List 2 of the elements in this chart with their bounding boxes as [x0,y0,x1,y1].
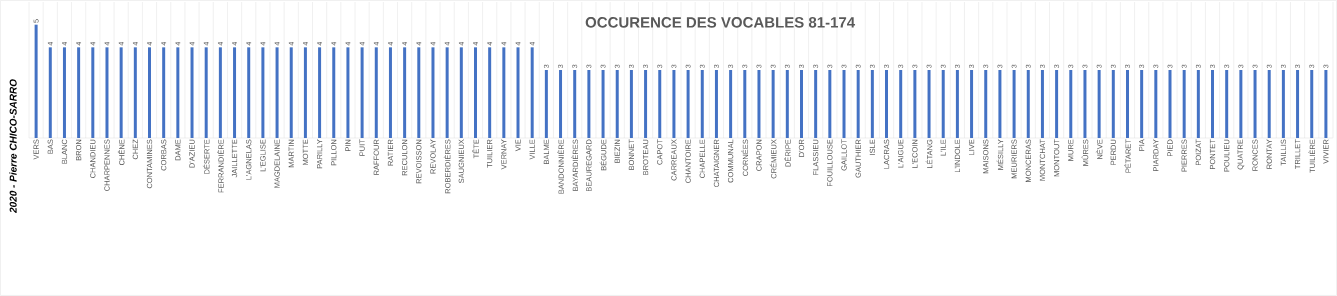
text: 2020 - Pierre CHICO-SARRO [9,79,17,214]
text: OCCURENCE DES VOCABLES 81-174 [585,17,856,28]
